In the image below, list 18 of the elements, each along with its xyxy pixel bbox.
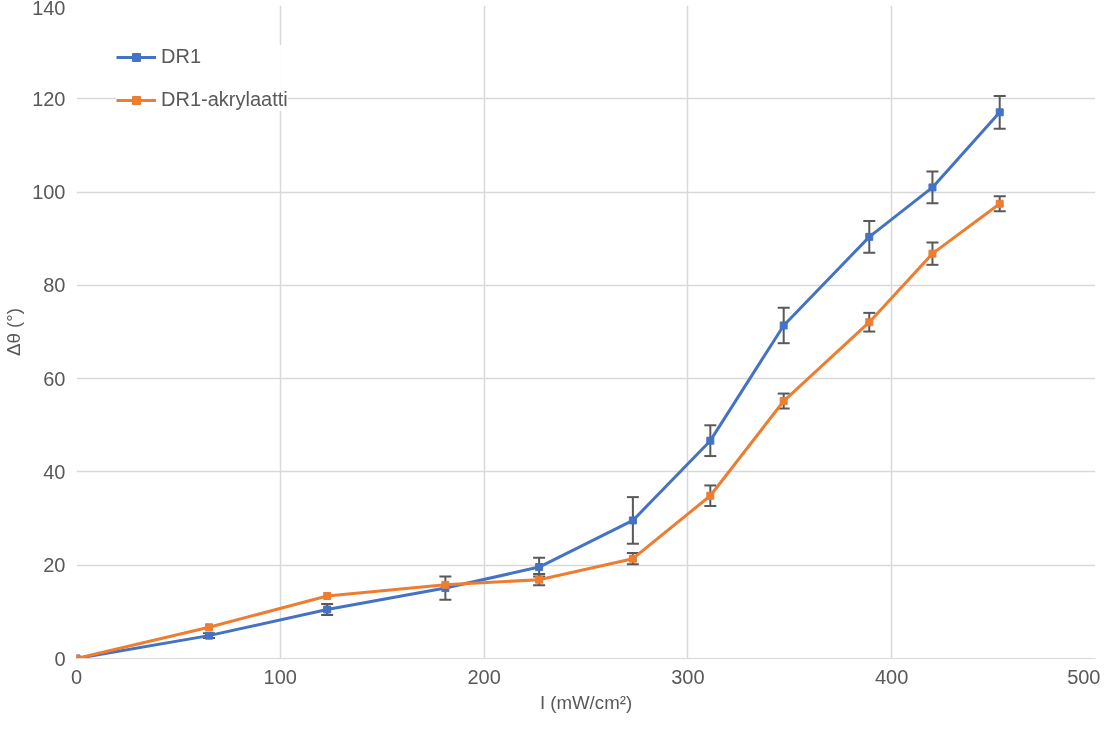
y-tick-label: 60 xyxy=(43,367,66,390)
x-tick-label: 300 xyxy=(671,665,705,688)
x-tick-label: 500 xyxy=(1067,665,1101,688)
x-tick-label: 100 xyxy=(263,665,297,688)
y-tick-label: 80 xyxy=(43,274,66,297)
x-tick-label: 400 xyxy=(875,665,909,688)
legend-label: DR1 xyxy=(161,45,202,68)
x-tick-label: 200 xyxy=(467,665,501,688)
y-tick-label: 0 xyxy=(54,647,66,670)
y-tick-label: 100 xyxy=(32,181,66,204)
y-tick-label: 120 xyxy=(32,87,66,110)
y-tick-label: 40 xyxy=(43,460,66,483)
y-tick-label: 20 xyxy=(43,554,66,577)
x-tick-label: 0 xyxy=(70,665,83,688)
y-tick-label: 140 xyxy=(32,0,66,19)
legend-label: DR1-akrylaatti xyxy=(161,88,288,111)
x-axis-title: I (mW/cm²) xyxy=(539,691,633,713)
y-axis-title: Δθ (°) xyxy=(3,308,25,356)
